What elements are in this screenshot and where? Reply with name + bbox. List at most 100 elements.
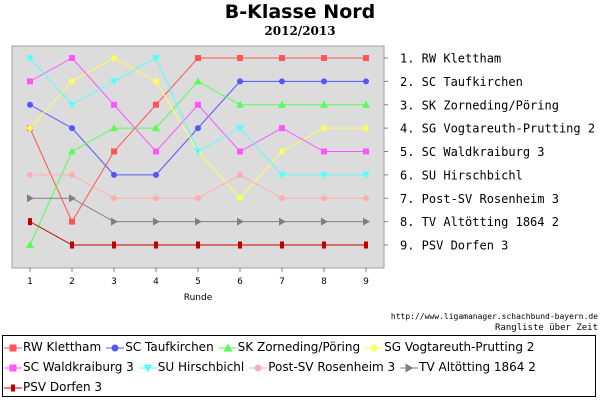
legend-marker-icon [249, 364, 268, 371]
data-point [362, 100, 370, 108]
rank-label: 5. SC Waldkraiburg 3 [400, 145, 545, 159]
data-point [143, 364, 153, 372]
data-point [27, 78, 33, 85]
data-point [362, 171, 370, 179]
rank-label: 8. TV Altötting 1864 2 [400, 215, 559, 229]
rank-label: 6. SU Hirschbichl [400, 168, 523, 182]
data-point [69, 78, 75, 85]
data-point [153, 171, 159, 178]
data-point [153, 217, 160, 226]
legend-row: SC Waldkraiburg 3 SU Hirschbichl Post-SV R… [3, 357, 540, 377]
data-point [321, 125, 327, 132]
data-point [195, 195, 201, 202]
rank-label: 4. SG Vogtareuth-Prutting 2 [400, 122, 595, 136]
x-tick-label: 2 [69, 277, 75, 287]
data-point [321, 148, 327, 155]
x-axis-label: Runde [184, 293, 213, 303]
legend-marker-icon [4, 364, 22, 371]
data-point [9, 344, 17, 351]
x-tick-label: 5 [195, 277, 201, 287]
data-point [320, 171, 328, 179]
data-point [237, 148, 243, 155]
legend-marker-icon [138, 364, 157, 372]
data-point [70, 241, 74, 249]
chart-subtitle: 2012/2013 [264, 24, 336, 38]
data-point [196, 241, 200, 249]
data-point [152, 55, 160, 62]
rank-label: 2. SC Taufkirchen [400, 75, 523, 89]
data-point [370, 344, 378, 351]
legend-label: SC Waldkraiburg 3 [23, 360, 134, 374]
data-point [111, 55, 117, 61]
data-point [237, 171, 243, 178]
data-point [279, 55, 285, 61]
data-point [111, 217, 118, 226]
x-tick-label: 9 [363, 277, 369, 287]
data-point [153, 78, 159, 85]
data-point [280, 241, 284, 249]
rank-label: 3. SK Zorneding/Pöring [400, 98, 559, 112]
legend-item: RW Klettham [3, 337, 101, 357]
data-point [27, 101, 33, 108]
source-credit: http://www.ligamanager.schachbund-bayern… [390, 312, 598, 321]
data-point [363, 78, 369, 85]
data-point [194, 148, 202, 156]
data-point [27, 194, 34, 203]
x-tick-label: 1 [27, 277, 33, 287]
legend-marker-icon [4, 384, 22, 391]
legend-label: RW Klettham [23, 340, 102, 354]
data-point [111, 344, 119, 351]
data-point [236, 125, 244, 133]
data-point [69, 218, 75, 225]
chart-legend: RW Klettham SC Taufkirchen SK Zorneding/Pö… [2, 335, 596, 397]
legend-item: PSV Dorfen 3 [3, 377, 102, 397]
data-point [194, 77, 202, 85]
data-point [69, 125, 75, 132]
data-point [363, 125, 369, 132]
data-point [26, 241, 34, 248]
data-point [69, 55, 75, 61]
rank-label: 1. RW Klettham [400, 52, 501, 66]
data-point [27, 125, 33, 132]
legend-item: SC Taufkirchen [105, 337, 214, 357]
data-point [153, 195, 159, 202]
chart-title: B-Klasse Nord [224, 1, 376, 23]
data-point [363, 55, 369, 61]
data-point [322, 241, 326, 249]
data-point [279, 148, 285, 155]
data-point [27, 171, 33, 178]
data-point [237, 55, 243, 61]
data-point [321, 78, 327, 85]
data-point [237, 78, 243, 85]
data-point [363, 195, 369, 202]
legend-marker-icon [218, 343, 237, 351]
data-point [69, 171, 75, 178]
legend-item: SK Zorneding/Pöring [218, 337, 360, 357]
data-point [154, 241, 158, 249]
legend-row: RW Klettham SC Taufkirchen SK Zorneding/Pö… [3, 337, 538, 357]
data-point [279, 195, 285, 202]
data-point [152, 124, 160, 132]
data-point [110, 124, 118, 132]
legend-label: SK Zorneding/Pöring [237, 340, 361, 354]
data-point [9, 364, 17, 371]
data-point [28, 218, 32, 226]
legend-label: SC Taufkirchen [125, 340, 214, 354]
data-point [279, 217, 286, 226]
data-point [236, 100, 244, 108]
x-tick-label: 8 [321, 277, 327, 287]
x-tick-label: 6 [237, 277, 243, 287]
legend-item: TV Altötting 1864 2 [399, 357, 536, 377]
data-point [237, 195, 243, 202]
data-point [68, 147, 76, 155]
legend-label: SU Hirschbichl [157, 360, 245, 374]
legend-item: SC Waldkraiburg 3 [3, 357, 134, 377]
data-point [254, 364, 262, 371]
data-point [26, 55, 34, 62]
data-point [11, 384, 15, 391]
data-point [363, 148, 369, 155]
rank-label: 7. Post-SV Rosenheim 3 [400, 192, 559, 206]
legend-item: Post-SV Rosenheim 3 [248, 357, 395, 377]
data-point [111, 171, 117, 178]
data-point [364, 241, 368, 249]
